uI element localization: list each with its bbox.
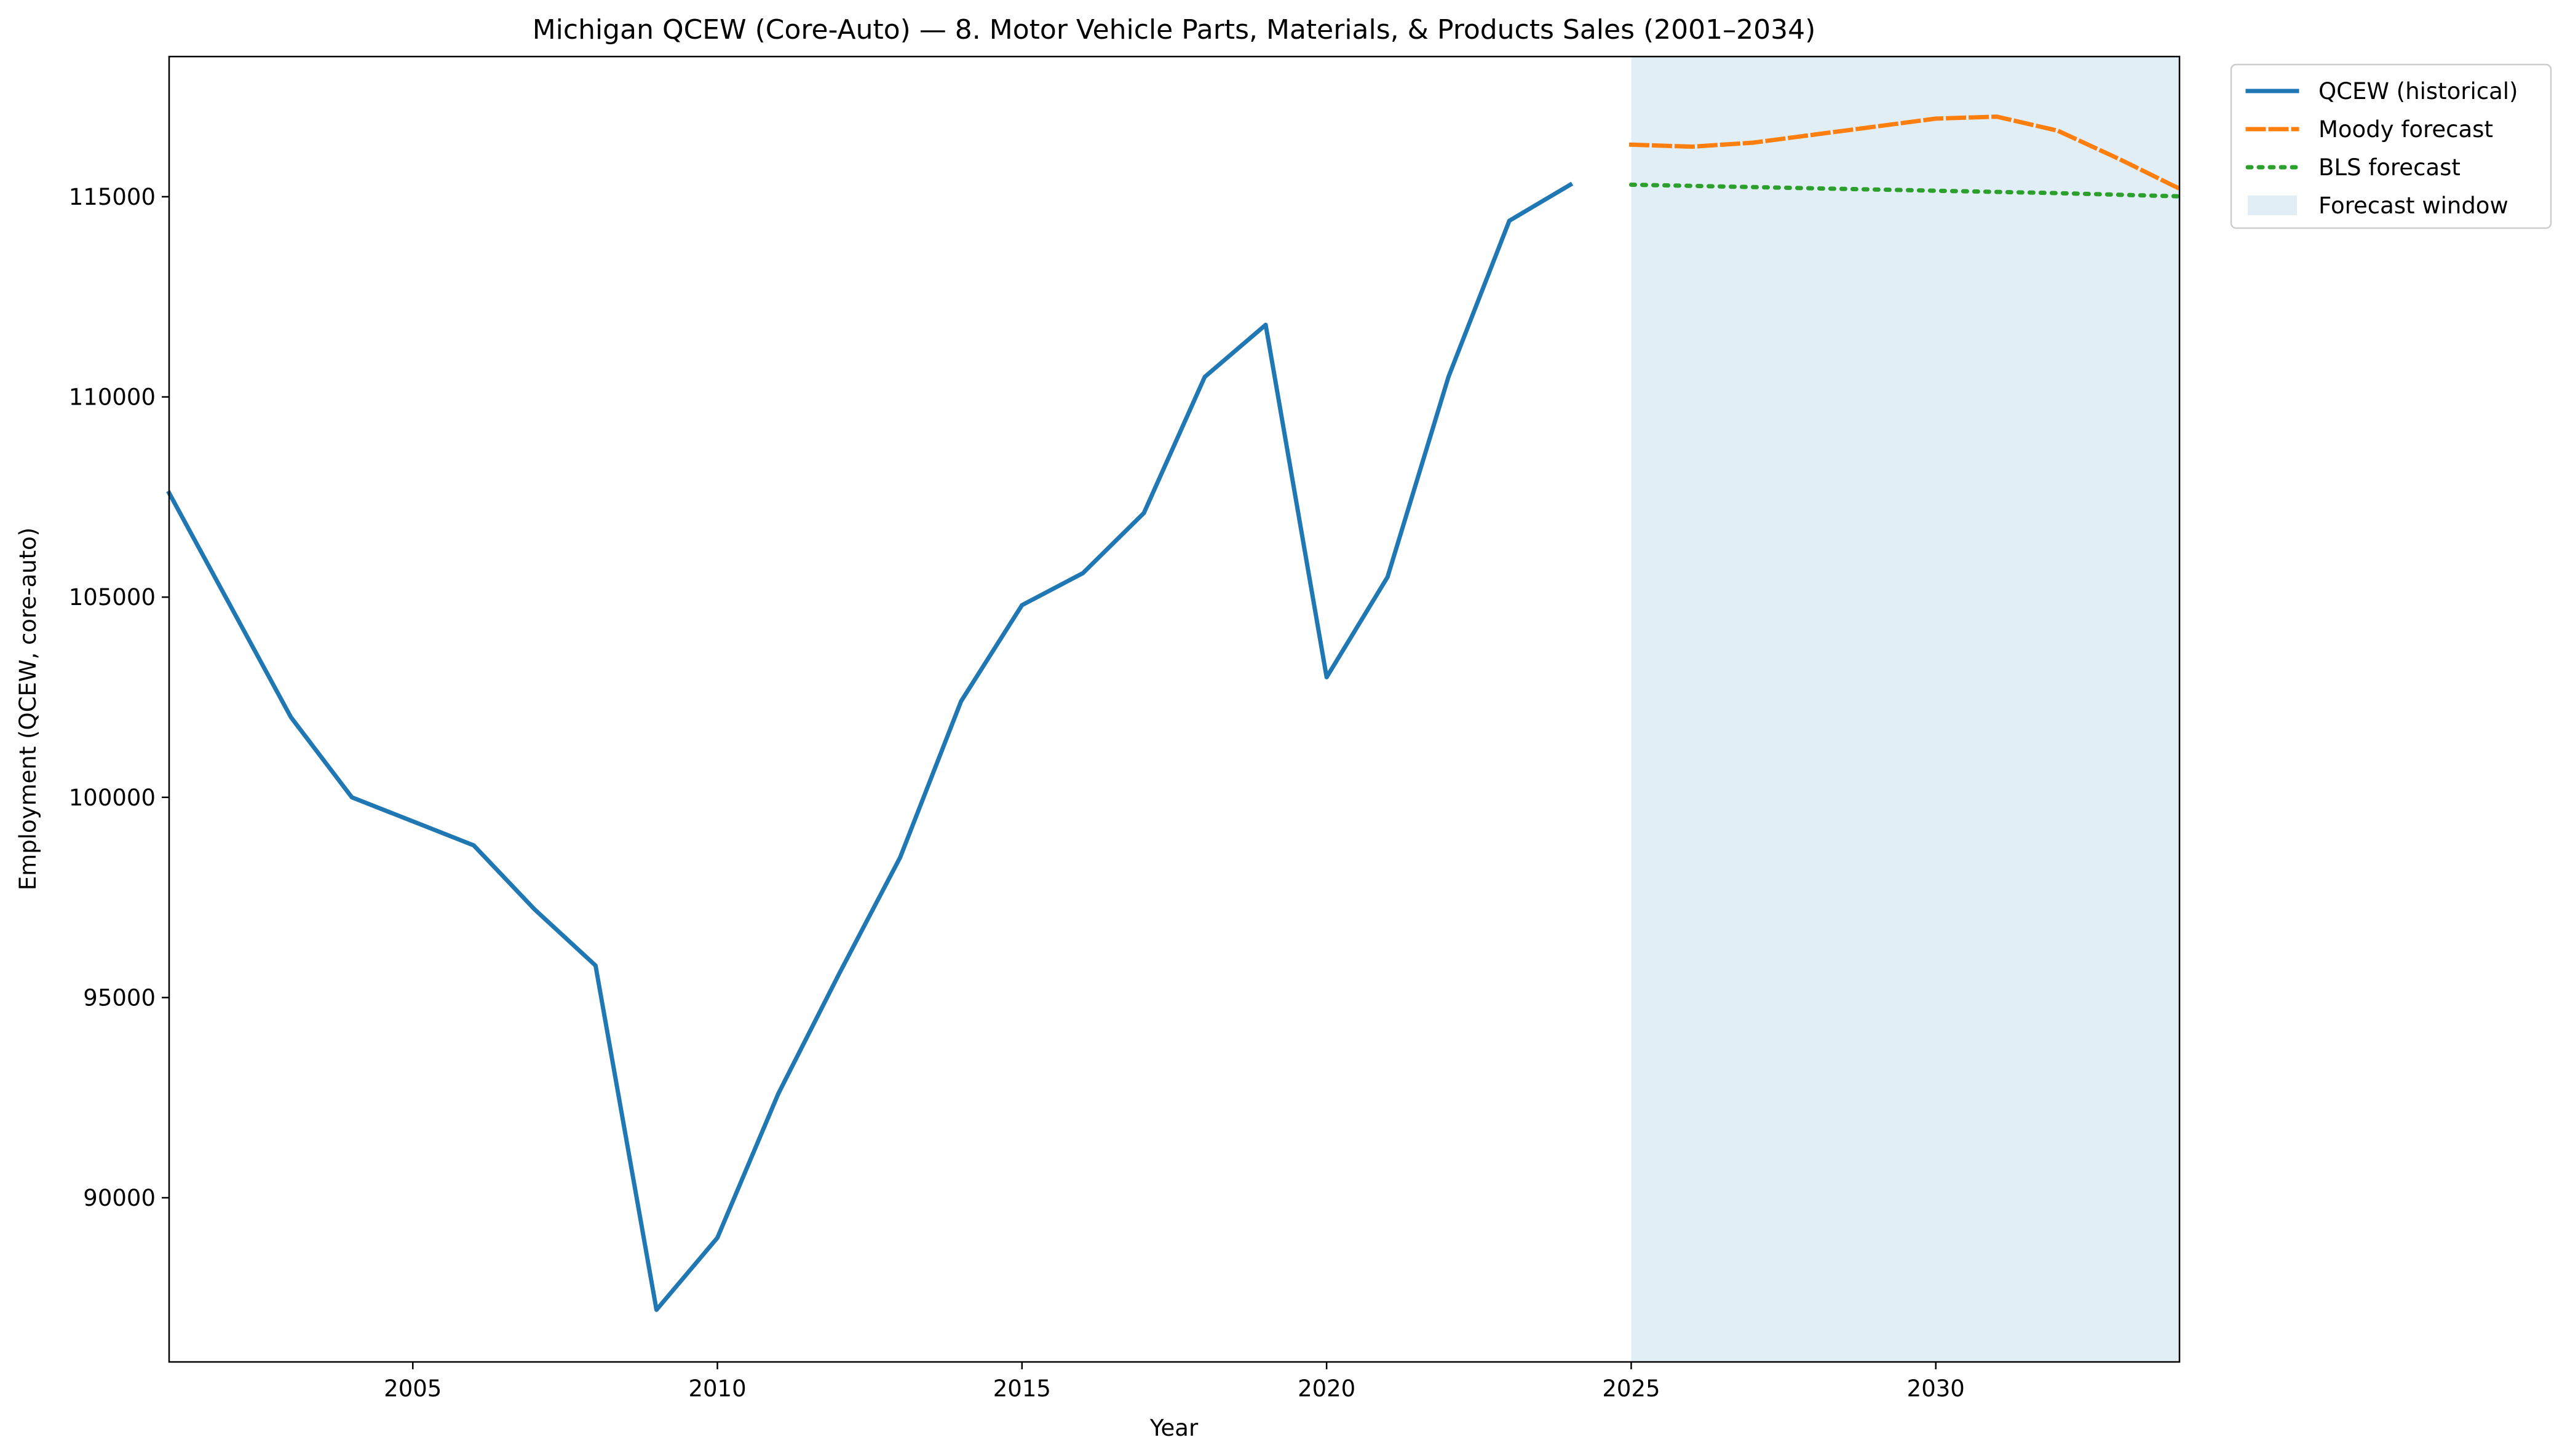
data-point [1021,605,1022,606]
series-line-1 [1628,114,2183,192]
x-axis: 2005 2010 2015 2020 2025 2030 [384,1362,1965,1402]
data-point [1631,144,1632,145]
y-tick-label: 90000 [83,1185,156,1211]
series-line-0 [166,181,1574,1312]
data-point [2057,130,2058,131]
legend-frame [2230,63,2552,229]
series-layer [166,114,2183,1312]
y-tick-label: 95000 [83,984,156,1011]
legend-label: QCEW (historical) [2318,78,2518,105]
x-tick-label: 2020 [1298,1375,1355,1402]
forecast-window-layer [1631,57,2179,1362]
x-tick-label: 2010 [688,1375,746,1402]
data-point [1874,189,1875,190]
forecast-window-band [1631,57,2179,1362]
data-point [2057,193,2058,194]
x-tick-label: 2025 [1602,1375,1660,1402]
chart-title: Michigan QCEW (Core-Auto) — 8. Motor Veh… [533,14,1816,46]
y-tick-label: 100000 [69,785,156,811]
legend-label: Forecast window [2318,192,2508,219]
y-axis: 90000 95000 100000 105000 110000 115000 [69,184,169,1211]
data-point [1570,184,1571,185]
x-axis-title: Year [1149,1415,1199,1441]
legend-items: QCEW (historical) Moody forecast BLS forec… [2245,78,2518,219]
x-tick-label: 2005 [384,1375,442,1402]
data-point [534,909,535,910]
series-line-2 [1629,182,2182,199]
data-point [778,1093,779,1094]
y-tick-label: 105000 [69,584,156,611]
data-point [1935,118,1936,119]
y-tick-label: 110000 [69,384,156,411]
plot-area-frame [168,55,2181,1363]
y-tick-label: 115000 [69,184,156,210]
data-point [1874,126,1875,127]
x-tick-label: 2015 [993,1375,1051,1402]
data-point [1448,376,1449,377]
data-point [1082,573,1083,574]
data-point [230,605,231,606]
legend: QCEW (historical) Moody forecast BLS forec… [2230,63,2552,229]
legend-swatch [2248,196,2297,215]
legend-label: Moody forecast [2318,116,2493,143]
data-point [1631,184,1632,185]
y-axis-title: Employment (QCEW, core-auto) [15,528,41,890]
x-tick-label: 2030 [1907,1375,1965,1402]
data-point [2118,194,2119,195]
legend-label: BLS forecast [2318,154,2461,181]
data-point [595,965,596,966]
data-point [1996,116,1997,117]
